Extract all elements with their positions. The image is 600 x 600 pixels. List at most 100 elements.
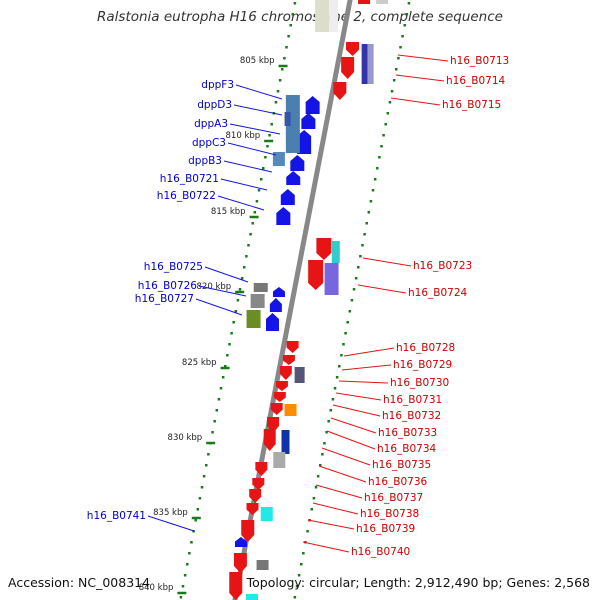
right-track-dot: [352, 288, 356, 291]
gene-label-forward[interactable]: h16_B0728: [396, 342, 455, 354]
gene-label-reverse[interactable]: dppB3: [188, 155, 222, 167]
forward-gene-arrow: [275, 381, 288, 391]
gene-label-reverse[interactable]: h16_B0741: [87, 510, 146, 522]
accession-text: Accession: NC_008314: [8, 575, 151, 590]
gene-label-forward[interactable]: h16_B0739: [356, 523, 415, 535]
left-track-dot: [253, 211, 257, 214]
left-track-dot: [289, 24, 292, 27]
kbp-tick-label: 825 kbp: [182, 358, 217, 368]
right-track-dot: [346, 321, 349, 324]
forward-gene-arrow: [308, 260, 324, 290]
left-track-dot: [249, 233, 252, 236]
left-track-dot: [200, 486, 204, 489]
left-track-dot: [281, 68, 284, 71]
right-track-dot: [373, 178, 377, 181]
left-track-dot: [259, 178, 263, 181]
similarity-box: [284, 404, 297, 416]
gene-label-forward[interactable]: h16_B0724: [408, 287, 468, 299]
right-track-dot: [376, 167, 379, 170]
gene-label-forward[interactable]: h16_B0737: [364, 492, 423, 504]
label-leader-line: [147, 515, 195, 532]
left-track-dot: [207, 453, 210, 456]
label-leader-line: [362, 257, 412, 267]
left-track-dot: [287, 35, 290, 38]
right-track-dot: [367, 211, 371, 214]
reverse-gene-arrow: [290, 155, 305, 171]
label-leader-line: [397, 54, 449, 62]
summary-text: Topology: circular; Length: 2,912,490 bp…: [246, 575, 590, 590]
right-track-dot: [323, 442, 326, 445]
gene-label-forward[interactable]: h16_B0732: [382, 410, 441, 422]
right-track-dot: [338, 365, 341, 368]
left-track-dot: [234, 310, 238, 313]
label-leader-line: [335, 392, 382, 401]
right-track-dot: [369, 200, 373, 203]
right-track-dot: [359, 255, 362, 258]
forward-gene-arrow: [249, 489, 262, 503]
right-track-dot: [295, 585, 299, 588]
left-track-dot: [232, 321, 235, 324]
forward-gene-arrow: [233, 553, 247, 573]
gene-label-forward[interactable]: h16_B0715: [442, 99, 501, 111]
gene-label-reverse[interactable]: h16_B0722: [157, 190, 216, 202]
gene-label-reverse[interactable]: dppD3: [197, 99, 232, 111]
label-leader-line: [315, 484, 363, 499]
similarity-box: [284, 112, 291, 126]
label-leader-line: [321, 447, 371, 466]
forward-gene-arrow: [279, 366, 292, 380]
label-leader-line: [198, 285, 247, 297]
similarity-box: [361, 44, 368, 84]
left-track-dot: [219, 387, 223, 390]
similarity-box: [273, 452, 286, 468]
gene-label-forward[interactable]: h16_B0730: [390, 377, 449, 389]
partial-feature: [329, 0, 339, 32]
gene-label-reverse[interactable]: h16_B0725: [144, 261, 203, 273]
right-track-dot: [392, 79, 396, 82]
gene-label-forward[interactable]: h16_B0736: [368, 476, 428, 488]
partial-feature: [376, 0, 389, 4]
left-track-dot: [274, 101, 278, 104]
gene-label-forward[interactable]: h16_B0740: [351, 546, 410, 558]
reverse-gene-arrow: [272, 287, 285, 297]
forward-gene-arrow: [273, 392, 286, 402]
right-track-dot: [397, 57, 400, 60]
gene-label-reverse[interactable]: dppA3: [194, 118, 228, 130]
left-track-dot: [238, 288, 242, 291]
left-track-dot: [278, 79, 282, 82]
right-track-dot: [348, 310, 352, 313]
right-track-dot: [378, 156, 381, 159]
gene-label-forward[interactable]: h16_B0713: [450, 55, 509, 67]
gene-label-reverse[interactable]: dppC3: [192, 137, 226, 149]
label-leader-line: [338, 380, 389, 384]
label-leader-line: [312, 502, 359, 515]
tick-layer: 805 kbp 810 kbp 815 kbp 820 kbp 825 kbp 830 k…: [139, 2, 411, 599]
right-track-dot: [293, 596, 297, 599]
similarity-box: [367, 44, 374, 84]
gene-label-forward[interactable]: h16_B0735: [372, 459, 431, 471]
gene-label-forward[interactable]: h16_B0734: [377, 443, 437, 455]
right-track-dot: [327, 420, 330, 423]
right-track-dot: [401, 35, 404, 38]
gene-label-reverse[interactable]: h16_B0727: [135, 293, 194, 305]
gene-label-forward[interactable]: h16_B0738: [360, 508, 419, 520]
left-track-dot: [224, 365, 227, 368]
gene-label-reverse[interactable]: h16_B0726: [138, 280, 198, 292]
gene-label-forward[interactable]: h16_B0733: [378, 427, 437, 439]
right-track-dot: [325, 431, 328, 434]
left-track-dot: [251, 222, 254, 225]
feature-layer: [229, 0, 389, 600]
similarity-box: [253, 283, 268, 292]
reverse-gene-arrow: [305, 96, 320, 114]
similarity-box: [324, 263, 339, 295]
gene-label-forward[interactable]: h16_B0714: [446, 75, 506, 87]
gene-label-forward[interactable]: h16_B0731: [383, 394, 442, 406]
left-track-dot: [226, 354, 229, 357]
gene-label-reverse[interactable]: dppF3: [201, 79, 234, 91]
gene-label-reverse[interactable]: h16_B0721: [160, 173, 219, 185]
right-track-dot: [407, 2, 411, 5]
gene-label-forward[interactable]: h16_B0723: [413, 260, 472, 272]
left-track-dot: [293, 2, 297, 5]
gene-label-forward[interactable]: h16_B0729: [393, 359, 452, 371]
label-leader-line: [217, 195, 265, 211]
right-track-dot: [395, 68, 398, 71]
